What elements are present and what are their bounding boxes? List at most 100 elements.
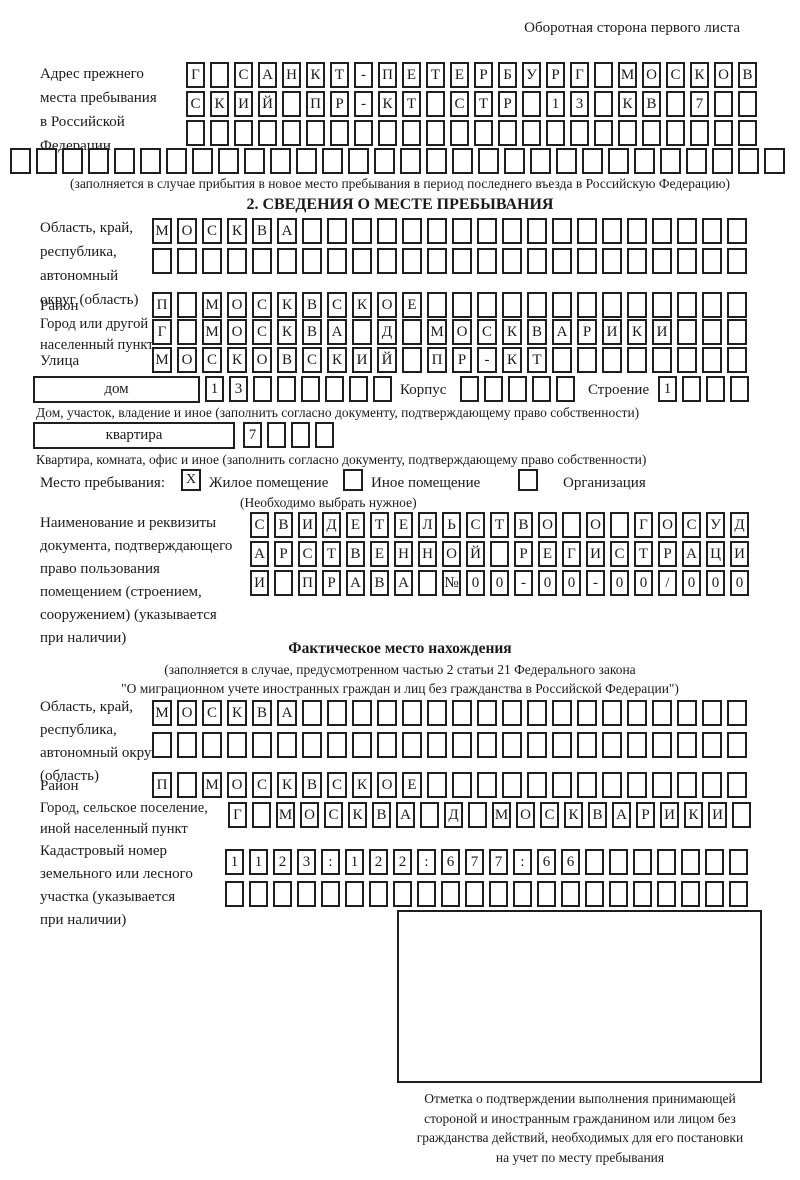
char-box[interactable]: Т	[490, 512, 509, 538]
char-box[interactable]: В	[738, 62, 757, 88]
char-box[interactable]: №	[442, 570, 461, 596]
char-box[interactable]	[577, 347, 597, 373]
char-box[interactable]	[277, 376, 296, 402]
char-box[interactable]	[652, 700, 672, 726]
char-box[interactable]	[210, 62, 229, 88]
char-box[interactable]	[702, 700, 722, 726]
char-box[interactable]	[477, 732, 497, 758]
char-box[interactable]	[677, 218, 697, 244]
char-box[interactable]: Р	[636, 802, 655, 828]
char-box[interactable]	[552, 732, 572, 758]
char-box[interactable]	[537, 881, 556, 907]
char-box[interactable]: Р	[546, 62, 565, 88]
char-box[interactable]	[296, 148, 317, 174]
char-box[interactable]	[62, 148, 83, 174]
char-box[interactable]: С	[250, 512, 269, 538]
char-box[interactable]: /	[658, 570, 677, 596]
char-box[interactable]: О	[252, 347, 272, 373]
char-box[interactable]: С	[186, 91, 205, 117]
char-box[interactable]: И	[250, 570, 269, 596]
char-box[interactable]	[556, 376, 575, 402]
char-box[interactable]: Р	[274, 541, 293, 567]
char-box[interactable]	[373, 376, 392, 402]
char-box[interactable]	[677, 347, 697, 373]
char-box[interactable]	[577, 732, 597, 758]
char-box[interactable]: В	[302, 319, 322, 345]
char-box[interactable]: -	[586, 570, 605, 596]
char-box[interactable]	[552, 292, 572, 318]
char-box[interactable]	[706, 376, 725, 402]
char-box[interactable]: Р	[658, 541, 677, 567]
char-box[interactable]	[452, 248, 472, 274]
char-box[interactable]: В	[372, 802, 391, 828]
char-box[interactable]	[273, 881, 292, 907]
char-box[interactable]: Е	[346, 512, 365, 538]
char-box[interactable]: 7	[243, 422, 262, 448]
char-box[interactable]: И	[586, 541, 605, 567]
char-box[interactable]	[498, 120, 517, 146]
char-box[interactable]: Г	[152, 319, 172, 345]
char-box[interactable]: К	[690, 62, 709, 88]
char-box[interactable]: -	[354, 91, 373, 117]
char-box[interactable]	[652, 732, 672, 758]
char-box[interactable]	[252, 248, 272, 274]
char-box[interactable]: В	[277, 347, 297, 373]
char-box[interactable]	[402, 700, 422, 726]
char-box[interactable]: К	[502, 319, 522, 345]
char-box[interactable]	[327, 732, 347, 758]
char-box[interactable]	[426, 120, 445, 146]
char-box[interactable]: Т	[402, 91, 421, 117]
char-box[interactable]	[527, 732, 547, 758]
char-box[interactable]	[513, 881, 532, 907]
char-box[interactable]	[608, 148, 629, 174]
char-box[interactable]	[602, 732, 622, 758]
char-box[interactable]: :	[513, 849, 532, 875]
char-box[interactable]	[377, 218, 397, 244]
char-box[interactable]	[427, 248, 447, 274]
cadastre-row-2[interactable]	[225, 881, 753, 907]
char-box[interactable]	[152, 732, 172, 758]
char-box[interactable]: А	[258, 62, 277, 88]
char-box[interactable]: О	[586, 512, 605, 538]
char-box[interactable]	[420, 802, 439, 828]
char-box[interactable]	[377, 732, 397, 758]
char-box[interactable]	[249, 881, 268, 907]
char-box[interactable]: С	[298, 541, 317, 567]
char-box[interactable]	[627, 732, 647, 758]
char-box[interactable]	[210, 120, 229, 146]
char-box[interactable]	[315, 422, 334, 448]
char-box[interactable]	[402, 319, 422, 345]
char-box[interactable]	[666, 120, 685, 146]
char-box[interactable]	[582, 148, 603, 174]
char-box[interactable]	[267, 422, 286, 448]
apartment-number-row[interactable]: 7	[243, 422, 339, 448]
char-box[interactable]: М	[618, 62, 637, 88]
char-box[interactable]	[730, 376, 749, 402]
char-box[interactable]	[634, 148, 655, 174]
char-box[interactable]: К	[378, 91, 397, 117]
char-box[interactable]	[552, 248, 572, 274]
char-box[interactable]	[452, 700, 472, 726]
char-box[interactable]: О	[227, 772, 247, 798]
char-box[interactable]: С	[324, 802, 343, 828]
char-box[interactable]: 1	[205, 376, 224, 402]
char-box[interactable]	[702, 218, 722, 244]
char-box[interactable]	[418, 570, 437, 596]
char-box[interactable]: К	[502, 347, 522, 373]
char-box[interactable]: 2	[369, 849, 388, 875]
char-box[interactable]	[502, 218, 522, 244]
char-box[interactable]	[452, 292, 472, 318]
char-box[interactable]: С	[450, 91, 469, 117]
char-box[interactable]: Н	[394, 541, 413, 567]
char-box[interactable]: Й	[466, 541, 485, 567]
char-box[interactable]	[327, 218, 347, 244]
char-box[interactable]: Е	[370, 541, 389, 567]
char-box[interactable]	[352, 248, 372, 274]
char-box[interactable]: П	[152, 772, 172, 798]
char-box[interactable]: О	[642, 62, 661, 88]
char-box[interactable]	[627, 347, 647, 373]
char-box[interactable]: 0	[562, 570, 581, 596]
char-box[interactable]	[114, 148, 135, 174]
char-box[interactable]	[712, 148, 733, 174]
